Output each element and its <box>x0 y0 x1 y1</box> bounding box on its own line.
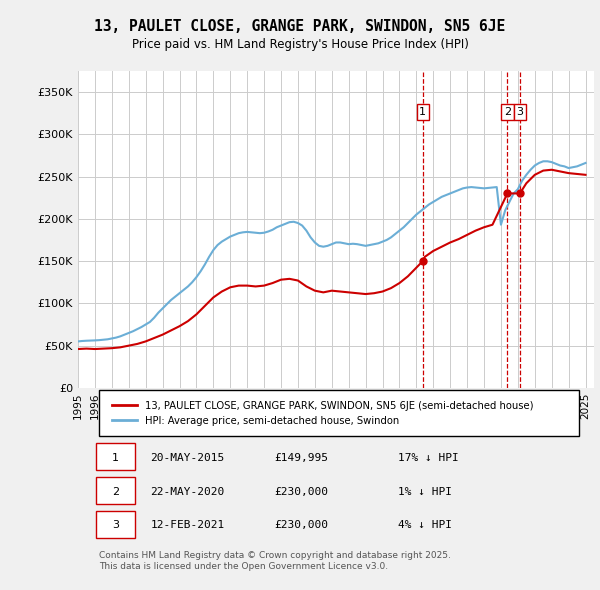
FancyBboxPatch shape <box>98 391 578 436</box>
Text: 1: 1 <box>112 453 119 463</box>
Text: 12-FEB-2021: 12-FEB-2021 <box>150 520 224 530</box>
Text: 3: 3 <box>517 107 523 117</box>
Text: £230,000: £230,000 <box>274 487 328 497</box>
Text: 20-MAY-2015: 20-MAY-2015 <box>150 453 224 463</box>
Text: Price paid vs. HM Land Registry's House Price Index (HPI): Price paid vs. HM Land Registry's House … <box>131 38 469 51</box>
FancyBboxPatch shape <box>96 477 135 504</box>
Text: 13, PAULET CLOSE, GRANGE PARK, SWINDON, SN5 6JE: 13, PAULET CLOSE, GRANGE PARK, SWINDON, … <box>94 19 506 34</box>
Text: 2: 2 <box>504 107 511 117</box>
Text: 1: 1 <box>419 107 426 117</box>
Legend: 13, PAULET CLOSE, GRANGE PARK, SWINDON, SN5 6JE (semi-detached house), HPI: Aver: 13, PAULET CLOSE, GRANGE PARK, SWINDON, … <box>109 398 536 429</box>
FancyBboxPatch shape <box>96 510 135 538</box>
FancyBboxPatch shape <box>96 443 135 470</box>
Text: 22-MAY-2020: 22-MAY-2020 <box>150 487 224 497</box>
Text: 4% ↓ HPI: 4% ↓ HPI <box>398 520 452 530</box>
Text: £230,000: £230,000 <box>274 520 328 530</box>
Text: 3: 3 <box>112 520 119 530</box>
Text: 17% ↓ HPI: 17% ↓ HPI <box>398 453 458 463</box>
Text: 2: 2 <box>112 487 119 497</box>
Text: 1% ↓ HPI: 1% ↓ HPI <box>398 487 452 497</box>
Text: Contains HM Land Registry data © Crown copyright and database right 2025.
This d: Contains HM Land Registry data © Crown c… <box>98 551 451 571</box>
Text: £149,995: £149,995 <box>274 453 328 463</box>
